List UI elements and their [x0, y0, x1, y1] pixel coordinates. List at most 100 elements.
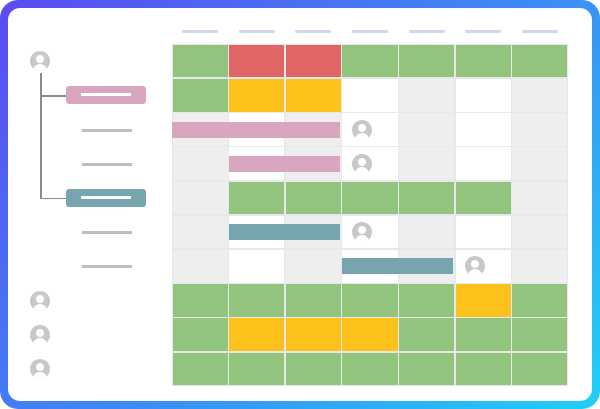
schedule-cell[interactable]: [172, 147, 228, 181]
schedule-cell[interactable]: [512, 78, 568, 112]
schedule-cell[interactable]: [172, 44, 228, 78]
assignee-avatar-icon[interactable]: [464, 256, 485, 277]
schedule-cell[interactable]: [229, 78, 285, 112]
schedule-cell[interactable]: [172, 352, 228, 386]
avatar-head: [357, 157, 366, 166]
schedule-cell[interactable]: [455, 352, 511, 386]
schedule-cell[interactable]: [342, 352, 398, 386]
schedule-cell[interactable]: [172, 181, 228, 215]
column-header-5[interactable]: [408, 30, 445, 33]
schedule-cell[interactable]: [285, 44, 341, 78]
column-header-4[interactable]: [351, 30, 388, 33]
schedule-cell[interactable]: [285, 181, 341, 215]
schedule-cell[interactable]: [172, 78, 228, 112]
schedule-cell[interactable]: [512, 181, 568, 215]
schedule-cell[interactable]: [229, 181, 285, 215]
column-header-1[interactable]: [182, 30, 219, 33]
schedule-cell[interactable]: [229, 318, 285, 352]
schedule-cell[interactable]: [399, 215, 455, 249]
avatar-body: [354, 235, 369, 243]
schedule-cell[interactable]: [399, 181, 455, 215]
avatar-head: [36, 55, 44, 64]
task-label[interactable]: [82, 162, 132, 166]
tree-trunk: [40, 73, 42, 198]
task-label[interactable]: [82, 231, 132, 235]
column-header-3[interactable]: [295, 30, 332, 33]
task-bar-pink[interactable]: [172, 121, 340, 138]
schedule-cell[interactable]: [512, 147, 568, 181]
avatar-head: [36, 362, 44, 371]
user-avatar-icon[interactable]: [30, 290, 50, 311]
schedule-cell[interactable]: [172, 215, 228, 249]
column-header-7[interactable]: [521, 30, 558, 33]
avatar-body: [467, 269, 482, 277]
assignee-avatar-icon[interactable]: [351, 153, 372, 174]
schedule-cell[interactable]: [229, 249, 285, 283]
schedule-cell[interactable]: [512, 318, 568, 352]
schedule-cell[interactable]: [455, 284, 511, 317]
schedule-cell[interactable]: [455, 113, 511, 146]
assignee-avatar-icon[interactable]: [351, 222, 372, 243]
top-user-avatar-icon[interactable]: [30, 51, 50, 72]
group-label-bar: [81, 195, 131, 199]
schedule-cell[interactable]: [342, 44, 398, 78]
avatar-head: [357, 226, 366, 235]
task-bar-teal[interactable]: [341, 258, 453, 275]
schedule-cell[interactable]: [512, 44, 568, 78]
schedule-cell[interactable]: [455, 181, 511, 215]
schedule-cell[interactable]: [342, 78, 398, 112]
schedule-cell[interactable]: [399, 113, 455, 146]
avatar-body: [33, 64, 47, 72]
group-label-group-2[interactable]: [66, 188, 146, 207]
schedule-panel: [8, 8, 592, 401]
schedule-cell[interactable]: [399, 318, 455, 352]
column-header-6[interactable]: [465, 30, 502, 33]
schedule-cell[interactable]: [512, 215, 568, 249]
avatar-body: [33, 303, 47, 311]
schedule-cell[interactable]: [285, 78, 341, 112]
avatar-body: [33, 371, 47, 379]
schedule-cell[interactable]: [172, 284, 228, 317]
task-label[interactable]: [82, 265, 132, 269]
avatar-head: [470, 260, 479, 269]
schedule-cell[interactable]: [455, 147, 511, 181]
schedule-cell[interactable]: [229, 284, 285, 317]
schedule-cell[interactable]: [512, 113, 568, 146]
schedule-cell[interactable]: [285, 284, 341, 317]
task-bar-pink[interactable]: [228, 155, 340, 172]
avatar-body: [354, 132, 369, 140]
task-label[interactable]: [82, 128, 132, 132]
user-avatar-icon[interactable]: [30, 324, 50, 345]
schedule-grid: [172, 44, 568, 386]
assignee-avatar-icon[interactable]: [351, 119, 372, 140]
schedule-cell[interactable]: [229, 44, 285, 78]
schedule-cell[interactable]: [399, 284, 455, 317]
tree-branch: [40, 95, 66, 97]
schedule-cell[interactable]: [455, 215, 511, 249]
schedule-cell[interactable]: [399, 352, 455, 386]
schedule-cell[interactable]: [455, 318, 511, 352]
schedule-cell[interactable]: [285, 352, 341, 386]
schedule-cell[interactable]: [455, 44, 511, 78]
schedule-cell[interactable]: [512, 249, 568, 283]
column-header-2[interactable]: [238, 30, 275, 33]
task-bar-teal[interactable]: [228, 224, 340, 241]
group-label-group-1[interactable]: [66, 86, 146, 105]
schedule-cell[interactable]: [172, 249, 228, 283]
schedule-cell[interactable]: [455, 78, 511, 112]
schedule-cell[interactable]: [285, 318, 341, 352]
schedule-cell[interactable]: [399, 147, 455, 181]
schedule-cell[interactable]: [342, 318, 398, 352]
user-avatar-icon[interactable]: [30, 358, 50, 379]
schedule-cell[interactable]: [399, 78, 455, 112]
schedule-cell[interactable]: [512, 284, 568, 317]
schedule-cell[interactable]: [512, 352, 568, 386]
schedule-cell[interactable]: [342, 181, 398, 215]
schedule-cell[interactable]: [399, 44, 455, 78]
schedule-cell[interactable]: [342, 284, 398, 317]
schedule-cell[interactable]: [285, 249, 341, 283]
avatar-head: [357, 123, 366, 132]
schedule-cell[interactable]: [229, 352, 285, 386]
schedule-cell[interactable]: [172, 318, 228, 352]
